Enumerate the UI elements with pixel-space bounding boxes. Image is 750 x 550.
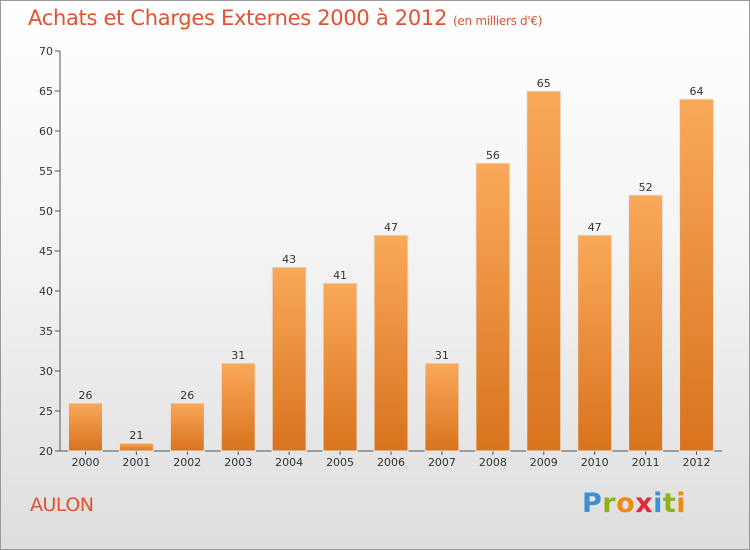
bar bbox=[118, 442, 154, 452]
x-tick-label: 2006 bbox=[377, 456, 405, 469]
chart-subtitle: (en milliers d'€) bbox=[453, 14, 543, 28]
data-label: 31 bbox=[231, 349, 245, 362]
logo-letter: i bbox=[653, 488, 663, 519]
bar bbox=[628, 194, 664, 452]
bar bbox=[679, 98, 715, 452]
y-tick-label: 60 bbox=[39, 125, 53, 138]
x-tick-label: 2012 bbox=[683, 456, 711, 469]
town-name: AULON bbox=[30, 494, 94, 516]
logo-letter: r bbox=[602, 488, 617, 519]
x-tick-label: 2005 bbox=[326, 456, 354, 469]
bar bbox=[67, 402, 103, 452]
data-label: 52 bbox=[639, 181, 653, 194]
data-label: 21 bbox=[129, 429, 143, 442]
data-label: 64 bbox=[690, 85, 704, 98]
x-tick-label: 2011 bbox=[632, 456, 660, 469]
bar bbox=[271, 266, 307, 452]
y-tick-label: 50 bbox=[39, 205, 53, 218]
logo-letter: t bbox=[662, 488, 677, 519]
logo-letter: o bbox=[616, 488, 636, 519]
x-tick-label: 2001 bbox=[122, 456, 150, 469]
chart-title: Achats et Charges Externes 2000 à 2012 (e… bbox=[28, 6, 542, 36]
bar bbox=[322, 282, 358, 452]
x-tick-label: 2000 bbox=[71, 456, 99, 469]
bar bbox=[526, 90, 562, 452]
bar bbox=[424, 362, 460, 452]
y-tick-label: 40 bbox=[39, 285, 53, 298]
y-tick-label: 20 bbox=[39, 445, 53, 458]
x-tick-label: 2004 bbox=[275, 456, 303, 469]
bar bbox=[373, 234, 409, 452]
proxiti-logo[interactable]: Proxiti bbox=[582, 488, 686, 519]
y-tick-label: 30 bbox=[39, 365, 53, 378]
logo-letter: P bbox=[582, 488, 603, 519]
data-label: 56 bbox=[486, 149, 500, 162]
logo-letter: i bbox=[676, 488, 687, 519]
data-label: 47 bbox=[384, 221, 398, 234]
y-tick-label: 65 bbox=[39, 85, 53, 98]
bar bbox=[475, 162, 511, 452]
chart-title-text: Achats et Charges Externes 2000 à 2012 bbox=[28, 6, 448, 30]
bar bbox=[169, 402, 205, 452]
bar bbox=[220, 362, 256, 452]
x-tick-label: 2008 bbox=[479, 456, 507, 469]
x-tick-label: 2009 bbox=[530, 456, 558, 469]
data-label: 26 bbox=[180, 389, 194, 402]
x-tick-label: 2007 bbox=[428, 456, 456, 469]
data-label: 65 bbox=[537, 77, 551, 90]
y-tick-label: 25 bbox=[39, 405, 53, 418]
y-tick-label: 55 bbox=[39, 165, 53, 178]
x-tick-label: 2003 bbox=[224, 456, 252, 469]
data-label: 31 bbox=[435, 349, 449, 362]
data-label: 43 bbox=[282, 253, 296, 266]
data-label: 41 bbox=[333, 269, 347, 282]
logo-letter: x bbox=[635, 488, 654, 519]
bar bbox=[577, 234, 613, 452]
y-tick-label: 70 bbox=[39, 45, 53, 58]
x-tick-label: 2010 bbox=[581, 456, 609, 469]
data-label: 26 bbox=[78, 389, 92, 402]
y-tick-label: 45 bbox=[39, 245, 53, 258]
data-label: 47 bbox=[588, 221, 602, 234]
y-tick-label: 35 bbox=[39, 325, 53, 338]
x-tick-label: 2002 bbox=[173, 456, 201, 469]
